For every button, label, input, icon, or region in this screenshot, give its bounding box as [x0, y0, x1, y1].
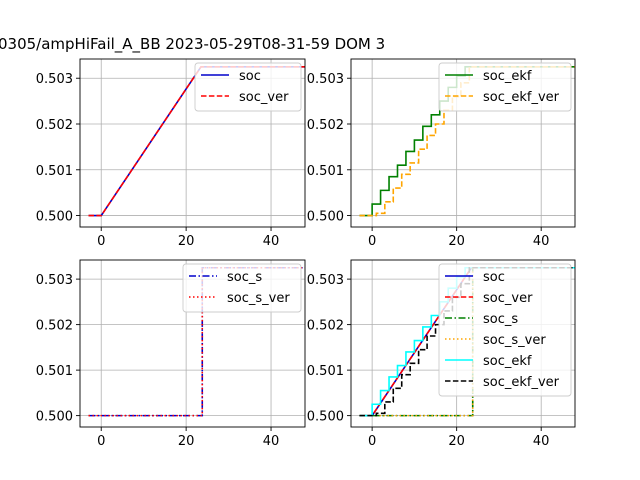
x-tick-label: 20	[448, 234, 465, 249]
legend-label-soc_ekf_ver: soc_ekf_ver	[483, 90, 560, 105]
legend-label-soc_s_ver: soc_s_ver	[227, 291, 290, 306]
legend: soc soc_ver	[194, 62, 302, 112]
y-tick-label: 0.502	[307, 118, 344, 133]
legend-label-soc_s: soc_s	[483, 312, 518, 327]
legend-label-soc_s: soc_s	[227, 270, 262, 285]
axes-frame	[79, 58, 306, 228]
y-tick-label: 0.500	[307, 210, 344, 225]
x-tick-label: 0	[368, 434, 376, 449]
y-tick-label: 0.500	[36, 410, 73, 425]
x-tick-label: 20	[178, 234, 195, 249]
x-tick-label: 40	[533, 234, 550, 249]
y-tick-label: 0.502	[36, 118, 73, 133]
x-tick-label: 40	[263, 434, 280, 449]
x-tick-label: 40	[533, 434, 550, 449]
legend: soc soc_ver soc_s soc_s_ver soc_ekf soc_ekf_v…	[438, 263, 572, 397]
legend-label-soc: soc	[239, 69, 261, 84]
y-tick-label: 0.500	[36, 210, 73, 225]
legend-label-soc: soc	[483, 270, 505, 285]
y-tick-label: 0.502	[36, 319, 73, 334]
y-tick-label: 0.503	[36, 273, 73, 288]
legend-label-soc_ekf: soc_ekf	[483, 69, 532, 84]
y-tick-label: 0.501	[307, 364, 344, 379]
legend-label-soc_ver: soc_ver	[483, 291, 533, 306]
x-tick-label: 40	[263, 234, 280, 249]
legend: soc_ekf soc_ekf_ver	[438, 62, 572, 112]
legend-label-soc_s_ver: soc_s_ver	[483, 333, 546, 348]
x-tick-label: 20	[178, 434, 195, 449]
subplot-grid: 0 20 40 0.500 0.501 0.502 0.503 soc soc_ver 0 20 40…	[36, 58, 576, 449]
y-tick-label: 0.503	[307, 72, 344, 87]
subplot-4: 0 20 40 0.500 0.501 0.502 0.503 soc soc_ver soc_s…	[307, 259, 576, 449]
legend-label-soc_ver: soc_ver	[239, 90, 289, 105]
legend: soc_s soc_s_ver	[182, 263, 302, 313]
subplot-3: 0 20 40 0.500 0.501 0.502 0.503 soc_s soc_s_ver	[36, 259, 306, 449]
axes-frame	[350, 58, 576, 228]
legend-label-soc_ekf_ver: soc_ekf_ver	[483, 375, 560, 390]
x-tick-label: 20	[448, 434, 465, 449]
y-tick-label: 0.501	[307, 164, 344, 179]
y-tick-label: 0.501	[36, 364, 73, 379]
y-tick-label: 0.503	[307, 273, 344, 288]
x-tick-label: 0	[97, 234, 105, 249]
y-tick-label: 0.502	[307, 319, 344, 334]
x-tick-label: 0	[97, 434, 105, 449]
axes-frame	[79, 259, 306, 428]
x-tick-label: 0	[368, 234, 376, 249]
series-line-soc_ekf_ver	[359, 65, 575, 217]
figure-title: 0305/ampHiFail_A_BB 2023-05-29T08-31-59 …	[0, 35, 385, 54]
y-tick-label: 0.501	[36, 164, 73, 179]
axes-frame	[350, 259, 576, 428]
subplot-2: 0 20 40 0.500 0.501 0.502 0.503 soc_ekf soc_ekf_…	[307, 58, 576, 249]
subplot-1: 0 20 40 0.500 0.501 0.502 0.503 soc soc_ver	[36, 58, 306, 249]
y-tick-label: 0.503	[36, 72, 73, 87]
legend-label-soc_ekf: soc_ekf	[483, 354, 532, 369]
y-tick-label: 0.500	[307, 410, 344, 425]
